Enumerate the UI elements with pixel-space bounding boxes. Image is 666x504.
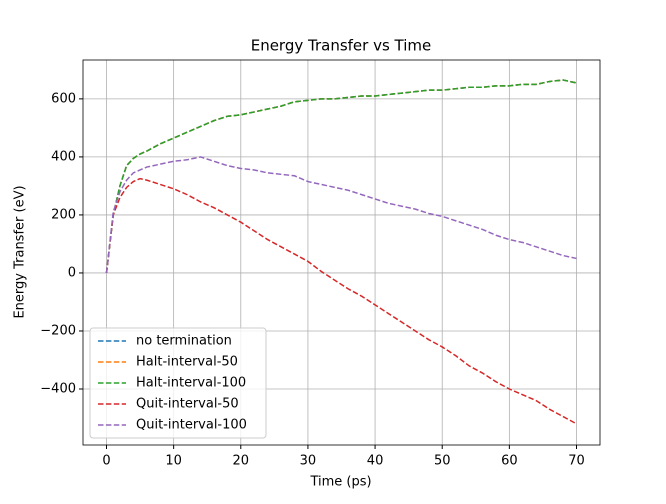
y-tick-label: 200 [51,207,76,222]
x-tick-label: 50 [434,454,451,469]
line-series [105,177,577,425]
x-tick-label: 40 [367,454,384,469]
legend-label: Quit-interval-50 [136,397,239,412]
plot-frame [82,59,601,446]
y-tick-label: 400 [51,149,76,164]
x-tick-label: 70 [568,454,585,469]
y-tick-label: −400 [40,382,76,397]
legend-box [89,327,267,439]
x-tick-label: 20 [233,454,250,469]
x-tick-label: 60 [501,454,518,469]
line-series [105,79,577,274]
y-axis-label: Energy Transfer (eV) [13,185,28,318]
y-tick-label: 600 [51,91,76,106]
legend-label: no termination [136,334,232,349]
line-series [105,79,577,274]
y-tick-label: 0 [68,265,76,280]
x-tick-label: 10 [165,454,182,469]
x-tick-label: 30 [300,454,317,469]
line-series [105,79,577,274]
x-axis-label: Time (ps) [309,475,371,490]
x-tick-label: 0 [102,454,110,469]
legend-label: Quit-interval-100 [136,418,247,433]
legend-label: Halt-interval-50 [136,355,238,370]
line-series [105,156,577,274]
chart-title: Energy Transfer vs Time [251,37,432,55]
legend-label: Halt-interval-100 [136,376,246,391]
y-tick-label: −200 [40,323,76,338]
